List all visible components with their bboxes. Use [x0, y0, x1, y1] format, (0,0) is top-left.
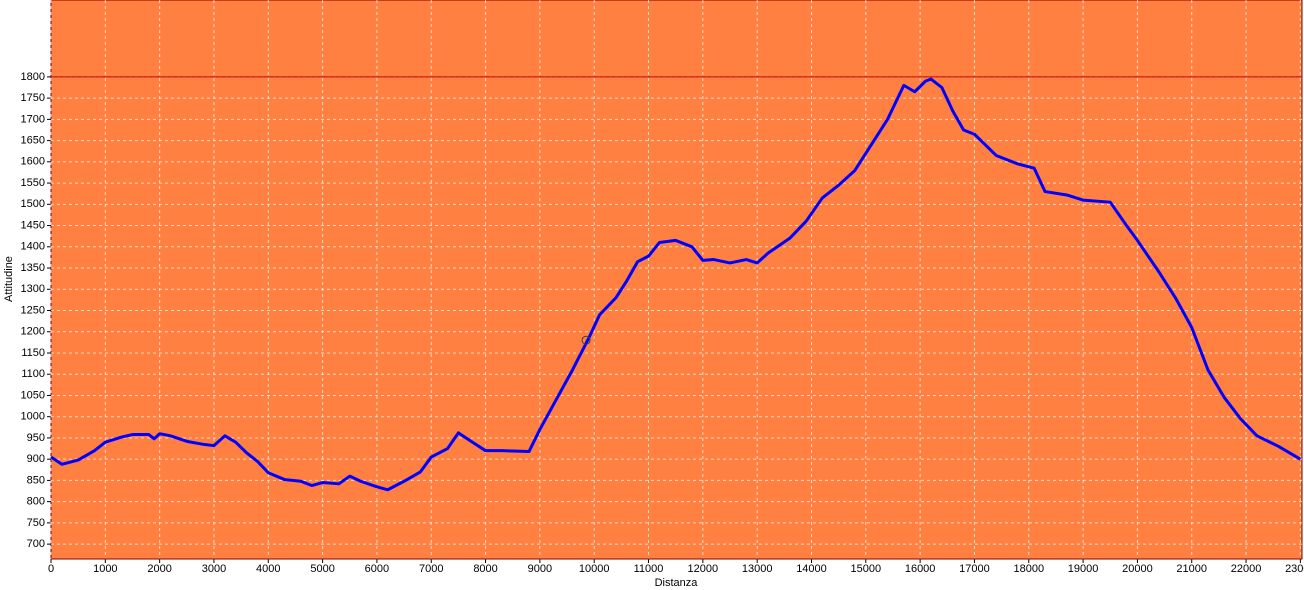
x-tick-label: 8000 [473, 563, 497, 575]
x-tick-label: 22000 [1231, 563, 1262, 575]
y-tick-label: 1450 [21, 219, 45, 231]
x-tick-label: 3000 [202, 563, 226, 575]
x-tick-label: 15000 [851, 563, 882, 575]
x-axis-label: Distanza [655, 577, 699, 589]
y-tick-label: 1300 [21, 283, 45, 295]
x-tick-label: 7000 [419, 563, 443, 575]
y-tick-label: 1500 [21, 198, 45, 210]
x-tick-label: 14000 [796, 563, 827, 575]
x-tick-label: 9000 [528, 563, 552, 575]
y-tick-label: 800 [27, 496, 45, 508]
y-tick-label: 900 [27, 453, 45, 465]
y-tick-label: 1100 [21, 368, 45, 380]
x-tick-label: 12000 [688, 563, 719, 575]
x-tick-label: 20000 [1122, 563, 1153, 575]
y-tick-label: 700 [27, 538, 45, 550]
x-tick-label: 0 [48, 563, 54, 575]
y-tick-label: 1800 [21, 71, 45, 83]
x-tick-label: 1000 [93, 563, 117, 575]
x-tick-label: 2000 [147, 563, 171, 575]
y-tick-label: 1250 [21, 304, 45, 316]
y-tick-label: 1550 [21, 177, 45, 189]
x-tick-label: 11000 [634, 563, 664, 575]
x-tick-label: 16000 [905, 563, 936, 575]
x-tick-label: 23000 [1285, 563, 1304, 575]
x-tick-label: 13000 [742, 563, 773, 575]
y-tick-label: 1650 [21, 135, 45, 147]
plot-area [50, 0, 1303, 560]
y-tick-label: 1600 [21, 156, 45, 168]
y-tick-label: 950 [27, 432, 45, 444]
x-tick-label: 17000 [959, 563, 990, 575]
y-tick-label: 1000 [21, 411, 45, 423]
x-tick-label: 10000 [579, 563, 610, 575]
x-tick-label: 6000 [365, 563, 389, 575]
position-marker [581, 335, 591, 345]
y-tick-label: 1200 [21, 326, 45, 338]
y-tick-label: 1350 [21, 262, 45, 274]
x-tick-label: 19000 [1068, 563, 1099, 575]
y-tick-label: 850 [27, 474, 45, 486]
y-tick-label: 1700 [21, 113, 45, 125]
y-tick-label: 1050 [21, 389, 45, 401]
y-tick-label: 1150 [21, 347, 45, 359]
y-tick-label: 750 [27, 517, 45, 529]
line-series [50, 77, 1302, 492]
y-tick-label: 1750 [21, 92, 45, 104]
x-tick-label: 21000 [1176, 563, 1207, 575]
y-axis-label: Attitudine [3, 256, 15, 302]
x-tick-label: 4000 [256, 563, 280, 575]
y-tick-label: 1400 [21, 241, 45, 253]
x-tick-label: 18000 [1013, 563, 1044, 575]
x-tick-label: 5000 [310, 563, 334, 575]
